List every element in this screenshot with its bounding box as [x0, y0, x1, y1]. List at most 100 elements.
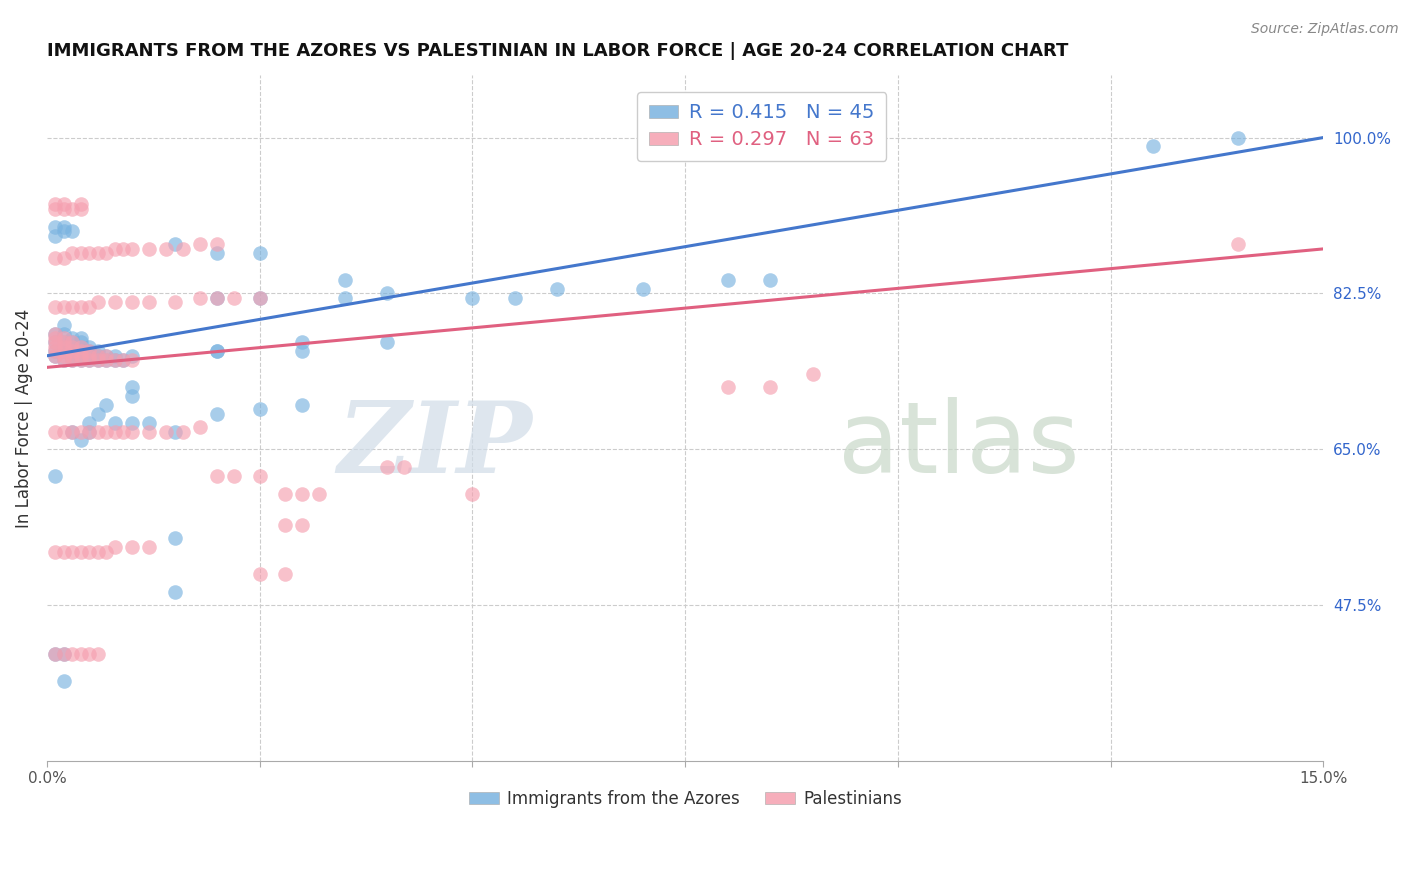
Point [79, 300, 101, 314]
Point [44, 251, 66, 265]
Point [87, 647, 110, 661]
Point [44, 335, 66, 350]
Point [104, 425, 127, 439]
Point [79, 647, 101, 661]
Point [44, 349, 66, 363]
Point [79, 353, 101, 368]
Point [62, 335, 84, 350]
Point [205, 291, 228, 305]
Point [163, 584, 186, 599]
Point [62, 300, 84, 314]
Point [138, 416, 160, 430]
Point [52, 197, 75, 211]
Point [70, 353, 93, 368]
Point [70, 340, 93, 354]
Text: ZIP: ZIP [337, 397, 531, 494]
Point [52, 335, 75, 350]
Point [70, 197, 93, 211]
Point [546, 282, 568, 296]
Point [96, 349, 118, 363]
Point [96, 425, 118, 439]
Point [291, 335, 314, 350]
Y-axis label: In Labor Force | Age 20-24: In Labor Force | Age 20-24 [15, 309, 32, 528]
Point [62, 202, 84, 216]
Point [70, 331, 93, 345]
Point [188, 237, 211, 252]
Point [96, 349, 118, 363]
Point [138, 242, 160, 256]
Point [121, 541, 143, 555]
Point [104, 353, 127, 368]
Point [112, 353, 135, 368]
Point [205, 344, 228, 359]
Point [1227, 130, 1250, 145]
Point [717, 273, 740, 287]
Point [62, 340, 84, 354]
Point [121, 349, 143, 363]
Point [291, 487, 314, 501]
Point [62, 224, 84, 238]
Point [112, 353, 135, 368]
Point [79, 349, 101, 363]
Point [249, 291, 271, 305]
Point [52, 673, 75, 688]
Point [44, 349, 66, 363]
Point [375, 335, 398, 350]
Point [249, 567, 271, 582]
Point [52, 224, 75, 238]
Point [104, 353, 127, 368]
Point [631, 282, 654, 296]
Text: atlas: atlas [838, 397, 1080, 494]
Point [70, 335, 93, 350]
Point [503, 291, 526, 305]
Point [375, 286, 398, 301]
Point [222, 469, 245, 483]
Point [112, 242, 135, 256]
Point [62, 344, 84, 359]
Point [70, 353, 93, 368]
Point [461, 487, 484, 501]
Point [155, 425, 177, 439]
Point [121, 295, 143, 310]
Point [801, 367, 824, 381]
Point [87, 425, 110, 439]
Point [44, 340, 66, 354]
Point [52, 331, 75, 345]
Point [96, 353, 118, 368]
Point [104, 295, 127, 310]
Point [188, 420, 211, 434]
Point [87, 349, 110, 363]
Point [70, 344, 93, 359]
Point [172, 425, 194, 439]
Point [44, 228, 66, 243]
Point [44, 647, 66, 661]
Point [205, 469, 228, 483]
Point [44, 202, 66, 216]
Point [62, 246, 84, 260]
Point [79, 344, 101, 359]
Point [70, 246, 93, 260]
Point [138, 541, 160, 555]
Point [104, 541, 127, 555]
Point [52, 353, 75, 368]
Point [62, 545, 84, 559]
Point [70, 434, 93, 448]
Point [79, 425, 101, 439]
Point [394, 460, 416, 475]
Point [249, 402, 271, 417]
Point [52, 340, 75, 354]
Point [44, 545, 66, 559]
Point [52, 340, 75, 354]
Point [112, 425, 135, 439]
Point [249, 291, 271, 305]
Point [52, 349, 75, 363]
Text: IMMIGRANTS FROM THE AZORES VS PALESTINIAN IN LABOR FORCE | AGE 20-24 CORRELATION: IMMIGRANTS FROM THE AZORES VS PALESTINIA… [46, 42, 1069, 60]
Point [62, 349, 84, 363]
Point [104, 242, 127, 256]
Point [52, 300, 75, 314]
Point [138, 425, 160, 439]
Point [44, 197, 66, 211]
Point [62, 353, 84, 368]
Point [87, 295, 110, 310]
Point [52, 344, 75, 359]
